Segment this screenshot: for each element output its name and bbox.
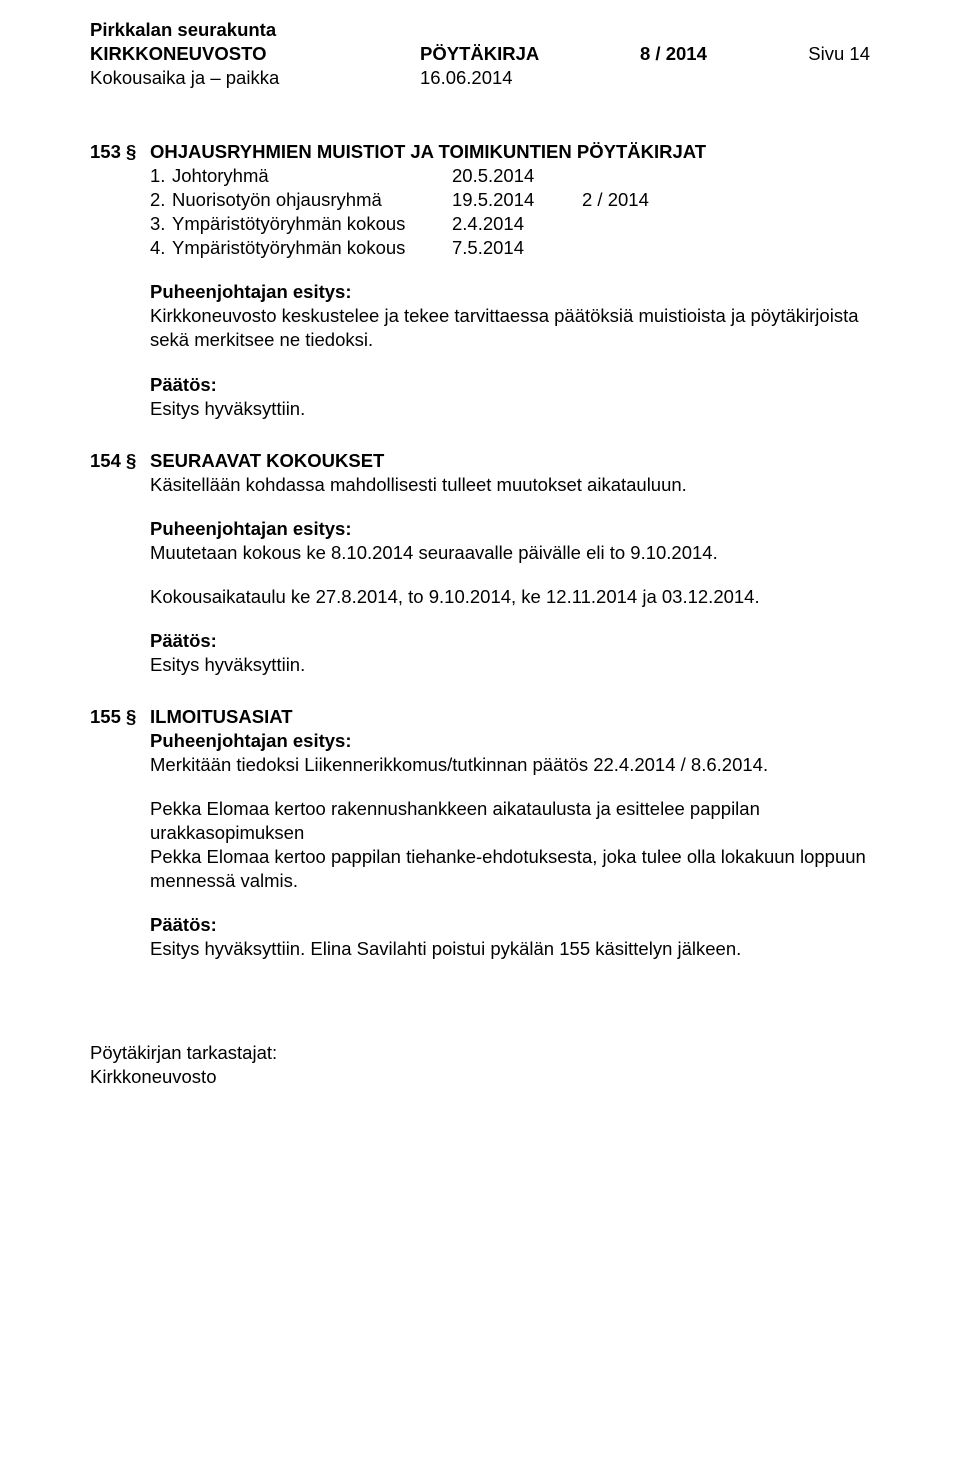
page-number: Sivu 14 bbox=[780, 42, 870, 66]
list-item: 4. Ympäristötyöryhmän kokous 7.5.2014 bbox=[150, 236, 870, 260]
proposal-text: Kirkkoneuvosto keskustelee ja tekee tarv… bbox=[150, 304, 870, 352]
doc-type: PÖYTÄKIRJA bbox=[420, 42, 640, 66]
list-item: 1. Johtoryhmä 20.5.2014 bbox=[150, 164, 870, 188]
item-ref: 2 / 2014 bbox=[582, 188, 682, 212]
proposal-heading: Puheenjohtajan esitys: bbox=[150, 517, 870, 541]
time-place-label: Kokousaika ja – paikka bbox=[90, 66, 420, 90]
item-date: 19.5.2014 bbox=[452, 188, 582, 212]
paragraph-text: Pekka Elomaa kertoo pappilan tiehanke-eh… bbox=[150, 845, 870, 893]
proposal-text: Muutetaan kokous ke 8.10.2014 seuraavall… bbox=[150, 541, 870, 565]
paragraph-text: Pekka Elomaa kertoo rakennushankkeen aik… bbox=[150, 797, 870, 845]
item-ref bbox=[582, 212, 682, 236]
section-title: OHJAUSRYHMIEN MUISTIOT JA TOIMIKUNTIEN P… bbox=[150, 140, 870, 164]
proposal-text: Merkitään tiedoksi Liikennerikkomus/tutk… bbox=[150, 753, 870, 777]
document-footer: Pöytäkirjan tarkastajat: Kirkkoneuvosto bbox=[90, 1041, 870, 1089]
section-153: 153 § OHJAUSRYHMIEN MUISTIOT JA TOIMIKUN… bbox=[90, 140, 870, 420]
footer-line: Pöytäkirjan tarkastajat: bbox=[90, 1041, 870, 1065]
item-index: 3. bbox=[150, 212, 172, 236]
section-number: 154 § bbox=[90, 449, 150, 677]
decision-heading: Päätös: bbox=[150, 629, 870, 653]
decision-heading: Päätös: bbox=[150, 913, 870, 937]
item-label: Nuorisotyön ohjausryhmä bbox=[172, 188, 452, 212]
doc-number: 8 / 2014 bbox=[640, 42, 780, 66]
document-header: Pirkkalan seurakunta KIRKKONEUVOSTO PÖYT… bbox=[90, 18, 870, 90]
section-154: 154 § SEURAAVAT KOKOUKSET Käsitellään ko… bbox=[90, 449, 870, 677]
org-name: Pirkkalan seurakunta bbox=[90, 18, 420, 42]
item-date: 20.5.2014 bbox=[452, 164, 582, 188]
item-index: 4. bbox=[150, 236, 172, 260]
item-ref bbox=[582, 164, 682, 188]
list-item: 2. Nuorisotyön ohjausryhmä 19.5.2014 2 /… bbox=[150, 188, 870, 212]
item-date: 2.4.2014 bbox=[452, 212, 582, 236]
section-title: SEURAAVAT KOKOUKSET bbox=[150, 449, 870, 473]
footer-line: Kirkkoneuvosto bbox=[90, 1065, 870, 1089]
decision-heading: Päätös: bbox=[150, 373, 870, 397]
list-item: 3. Ympäristötyöryhmän kokous 2.4.2014 bbox=[150, 212, 870, 236]
section-155: 155 § ILMOITUSASIAT Puheenjohtajan esity… bbox=[90, 705, 870, 961]
board-name: KIRKKONEUVOSTO bbox=[90, 42, 420, 66]
section-number: 155 § bbox=[90, 705, 150, 961]
proposal-heading: Puheenjohtajan esitys: bbox=[150, 729, 870, 753]
meeting-date: 16.06.2014 bbox=[420, 66, 640, 90]
decision-text: Esitys hyväksyttiin. bbox=[150, 397, 870, 421]
decision-text: Esitys hyväksyttiin. Elina Savilahti poi… bbox=[150, 937, 870, 961]
decision-text: Esitys hyväksyttiin. bbox=[150, 653, 870, 677]
item-index: 1. bbox=[150, 164, 172, 188]
proposal-heading: Puheenjohtajan esitys: bbox=[150, 280, 870, 304]
item-label: Ympäristötyöryhmän kokous bbox=[172, 212, 452, 236]
item-label: Ympäristötyöryhmän kokous bbox=[172, 236, 452, 260]
section-title: ILMOITUSASIAT bbox=[150, 705, 870, 729]
item-date: 7.5.2014 bbox=[452, 236, 582, 260]
section-number: 153 § bbox=[90, 140, 150, 420]
item-ref bbox=[582, 236, 682, 260]
item-label: Johtoryhmä bbox=[172, 164, 452, 188]
item-index: 2. bbox=[150, 188, 172, 212]
schedule-text: Kokousaikataulu ke 27.8.2014, to 9.10.20… bbox=[150, 585, 870, 609]
section-intro: Käsitellään kohdassa mahdollisesti tulle… bbox=[150, 473, 870, 497]
